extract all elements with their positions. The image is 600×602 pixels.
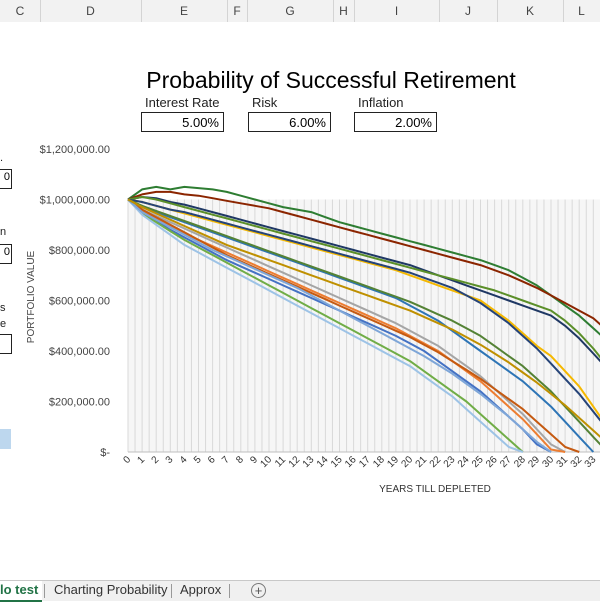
y-tick-label: $200,000.00 (49, 397, 110, 409)
series-line-4 (127, 196, 600, 359)
worksheet-area[interactable]: Probability of Successful Retirement Int… (0, 22, 600, 580)
series-line-12 (127, 198, 580, 453)
x-tick-label: 2 (150, 454, 162, 466)
y-tick-label: $400,000.00 (49, 346, 110, 358)
series-line-5 (127, 198, 600, 418)
series-line-15 (127, 198, 552, 453)
param-label-inflation: Inflation (358, 95, 404, 110)
left-partial-text-4: e (0, 318, 7, 330)
column-header-l[interactable]: L (578, 4, 585, 18)
series-line-6 (127, 198, 595, 453)
x-tick-label: 3 (164, 454, 176, 466)
column-header-c[interactable]: C (0, 0, 41, 22)
column-header-f[interactable]: F (227, 0, 248, 22)
param-label-interest-rate: Interest Rate (145, 95, 220, 110)
sheet-tab-bar: lo test Charting Probability Approx + (0, 580, 600, 602)
x-tick-label: 6 (206, 454, 218, 466)
selected-cell[interactable] (0, 429, 11, 449)
series-line-2 (127, 190, 600, 326)
tab-separator (171, 584, 172, 598)
left-partial-text-3: s (0, 302, 6, 314)
x-tick-label: 8 (234, 454, 246, 466)
y-tick-label: $1,200,000.00 (40, 144, 110, 156)
page-title: Probability of Successful Retirement (146, 67, 516, 93)
left-partial-input-3[interactable] (0, 334, 12, 354)
y-tick-label: $800,000.00 (49, 245, 110, 257)
column-header-k[interactable]: K (497, 0, 564, 22)
x-tick-label: 0 (121, 454, 133, 466)
column-header-h[interactable]: H (333, 0, 355, 22)
column-header-g[interactable]: G (247, 0, 334, 22)
portfolio-chart[interactable]: $- $200,000.00 $400,000.00 $600,000.00 $800,… (0, 22, 600, 580)
x-tick-label: 5 (192, 454, 204, 466)
series-line-11 (127, 198, 524, 453)
y-tick-label: $600,000.00 (49, 296, 110, 308)
x-tick-label: 1 (136, 454, 148, 466)
series-line-14 (127, 198, 600, 446)
y-axis-title: PORTFOLIO VALUE (26, 250, 37, 343)
left-partial-text-1: . (0, 152, 4, 164)
left-partial-input-1[interactable]: 0 (0, 169, 12, 189)
y-tick-label: $1,000,000.00 (40, 195, 110, 207)
series-line-1 (127, 185, 600, 336)
plot-area-background (128, 199, 600, 452)
left-partial-input-1-value: 0 (3, 171, 10, 183)
add-sheet-button[interactable]: + (251, 583, 266, 598)
column-header-j[interactable]: J (439, 0, 498, 22)
y-tick-label: $- (100, 447, 110, 459)
x-tick-label: 9 (248, 454, 260, 466)
column-header-d[interactable]: D (40, 0, 142, 22)
series-line-3 (127, 196, 600, 363)
column-header-bar: C D E F G H I J K L (0, 0, 600, 23)
left-partial-input-2-value: 0 (3, 246, 10, 258)
x-axis-title: YEARS TILL DEPLETED (379, 484, 491, 495)
tab-approx[interactable]: Approx (180, 582, 222, 597)
left-partial-text-2: n (0, 226, 7, 238)
tab-lo-test[interactable]: lo test (0, 581, 42, 602)
param-label-risk: Risk (252, 95, 278, 110)
tab-charting-probability[interactable]: Charting Probability (54, 582, 168, 597)
series-line-16 (127, 198, 600, 438)
inflation-input[interactable]: 2.00% (354, 112, 437, 132)
column-header-i[interactable]: I (354, 0, 440, 22)
tab-separator (229, 584, 230, 598)
risk-input[interactable]: 6.00% (248, 112, 331, 132)
left-partial-input-2[interactable]: 0 (0, 244, 12, 264)
tab-separator (44, 584, 45, 598)
series-line-10 (127, 198, 524, 453)
x-tick-label: 7 (220, 454, 232, 466)
x-tick-label: 4 (178, 454, 190, 466)
x-tick-label: 33 (583, 454, 599, 470)
series-line-13 (127, 198, 600, 422)
column-header-e[interactable]: E (141, 0, 228, 22)
interest-rate-input[interactable]: 5.00% (141, 112, 224, 132)
